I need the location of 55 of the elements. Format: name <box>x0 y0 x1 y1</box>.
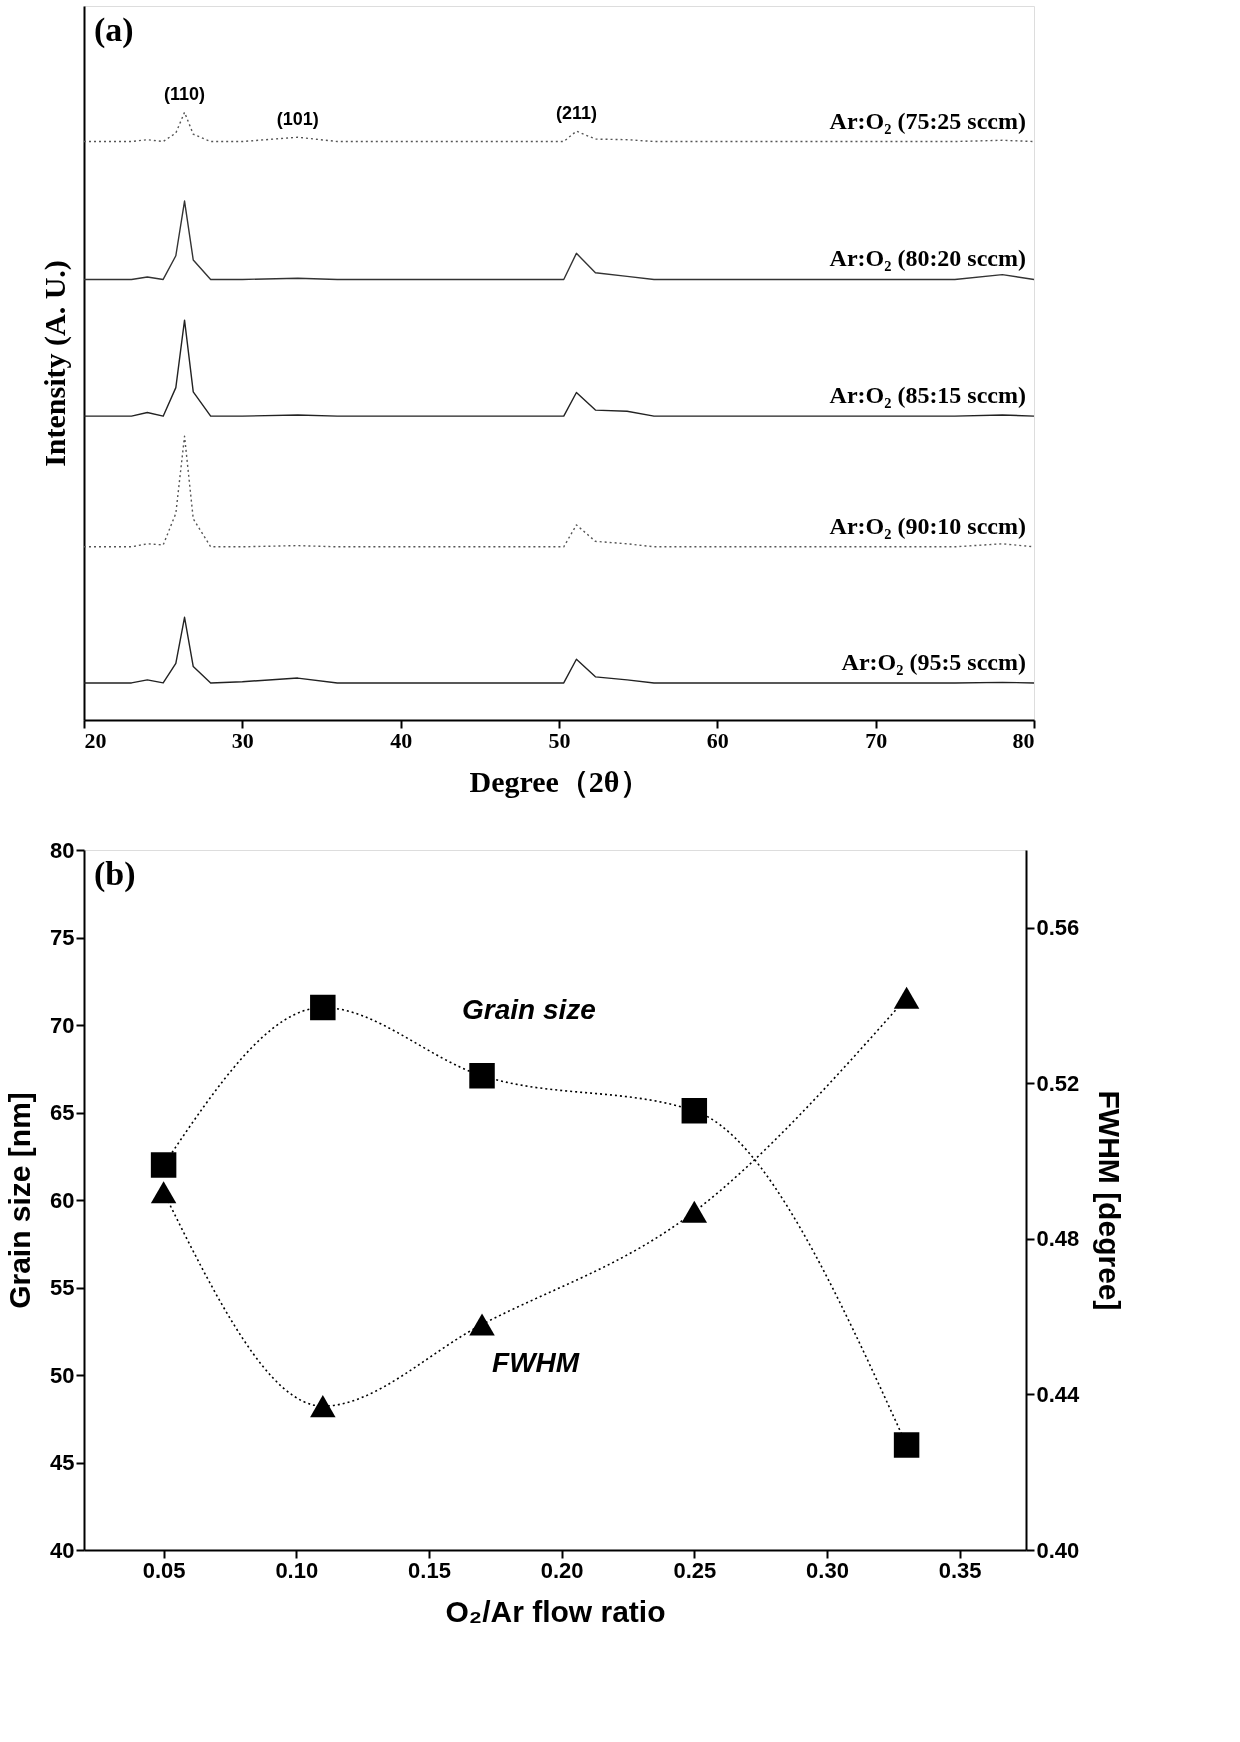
annotation: (101) <box>276 109 319 130</box>
point <box>310 1395 336 1418</box>
y-tick-label: 60 <box>50 1187 75 1213</box>
x-tick-label: 0.10 <box>275 1557 319 1583</box>
point <box>893 986 920 1009</box>
y-tick-label: 55 <box>50 1275 75 1300</box>
y-tick-label: 65 <box>50 1100 75 1125</box>
y-tick-label: 45 <box>50 1450 75 1475</box>
x-tick-label: 60 <box>706 727 729 753</box>
point <box>150 1181 177 1204</box>
x-tick-label: 50 <box>548 727 571 753</box>
x-tick-label: 80 <box>1012 727 1035 753</box>
x-axis-title: Degree（2θ） <box>469 764 650 798</box>
y2-tick-label: 0.52 <box>1036 1070 1080 1096</box>
point <box>150 1152 177 1178</box>
point <box>681 1098 708 1124</box>
text: (a) <box>94 11 134 49</box>
y2-tick-label: 0.40 <box>1036 1537 1080 1563</box>
series-label: Ar:O₂ (85:15 sccm) <box>829 382 1026 409</box>
point <box>893 1432 920 1458</box>
series-label: Ar:O₂ (80:20 sccm) <box>829 245 1026 272</box>
x-tick-label: 0.20 <box>540 1557 584 1583</box>
x-tick-label: 0.15 <box>408 1557 451 1583</box>
y2-axis-title: FWHM [degree] <box>1093 1090 1127 1311</box>
point <box>469 1063 495 1089</box>
y-tick-label: 50 <box>50 1362 75 1388</box>
annotation: (211) <box>555 103 597 124</box>
y2-tick-label: 0.56 <box>1036 915 1080 941</box>
x-tick-label: 0.35 <box>938 1557 982 1583</box>
x-tick-label: 40 <box>390 727 413 753</box>
x-tick-label: 20 <box>84 727 107 753</box>
x-tick-label: 0.25 <box>673 1557 717 1583</box>
annotation: (110) <box>164 84 206 105</box>
x-tick-label: 30 <box>231 727 254 753</box>
point <box>469 1313 495 1336</box>
y2-tick-label: 0.48 <box>1036 1226 1080 1252</box>
series-label: Ar:O₂ (95:5 sccm) <box>841 648 1026 675</box>
series-label: Ar:O₂ (75:25 sccm) <box>829 107 1026 134</box>
series-label: Grain size <box>462 993 596 1025</box>
point <box>310 994 336 1021</box>
series-label: Ar:O₂ (90:10 sccm) <box>829 512 1026 539</box>
x-axis-title: O₂/Ar flow ratio <box>445 1594 666 1628</box>
x-tick-label: 0.05 <box>142 1557 186 1583</box>
y-tick-label: 70 <box>50 1012 75 1038</box>
x-tick-label: 70 <box>865 727 888 753</box>
y-axis-title: Grain size [nm] <box>3 1092 37 1309</box>
y-tick-label: 75 <box>50 925 75 950</box>
series-label: FWHM <box>492 1347 580 1379</box>
y2-tick-label: 0.44 <box>1036 1381 1081 1407</box>
x-tick-label: 0.30 <box>806 1557 849 1583</box>
y-axis-title: Intensity (A. U.) <box>37 260 72 467</box>
point <box>681 1200 708 1223</box>
annotation: (b) <box>94 855 136 893</box>
y-tick-label: 40 <box>50 1537 75 1563</box>
y-tick-label: 80 <box>50 837 75 863</box>
